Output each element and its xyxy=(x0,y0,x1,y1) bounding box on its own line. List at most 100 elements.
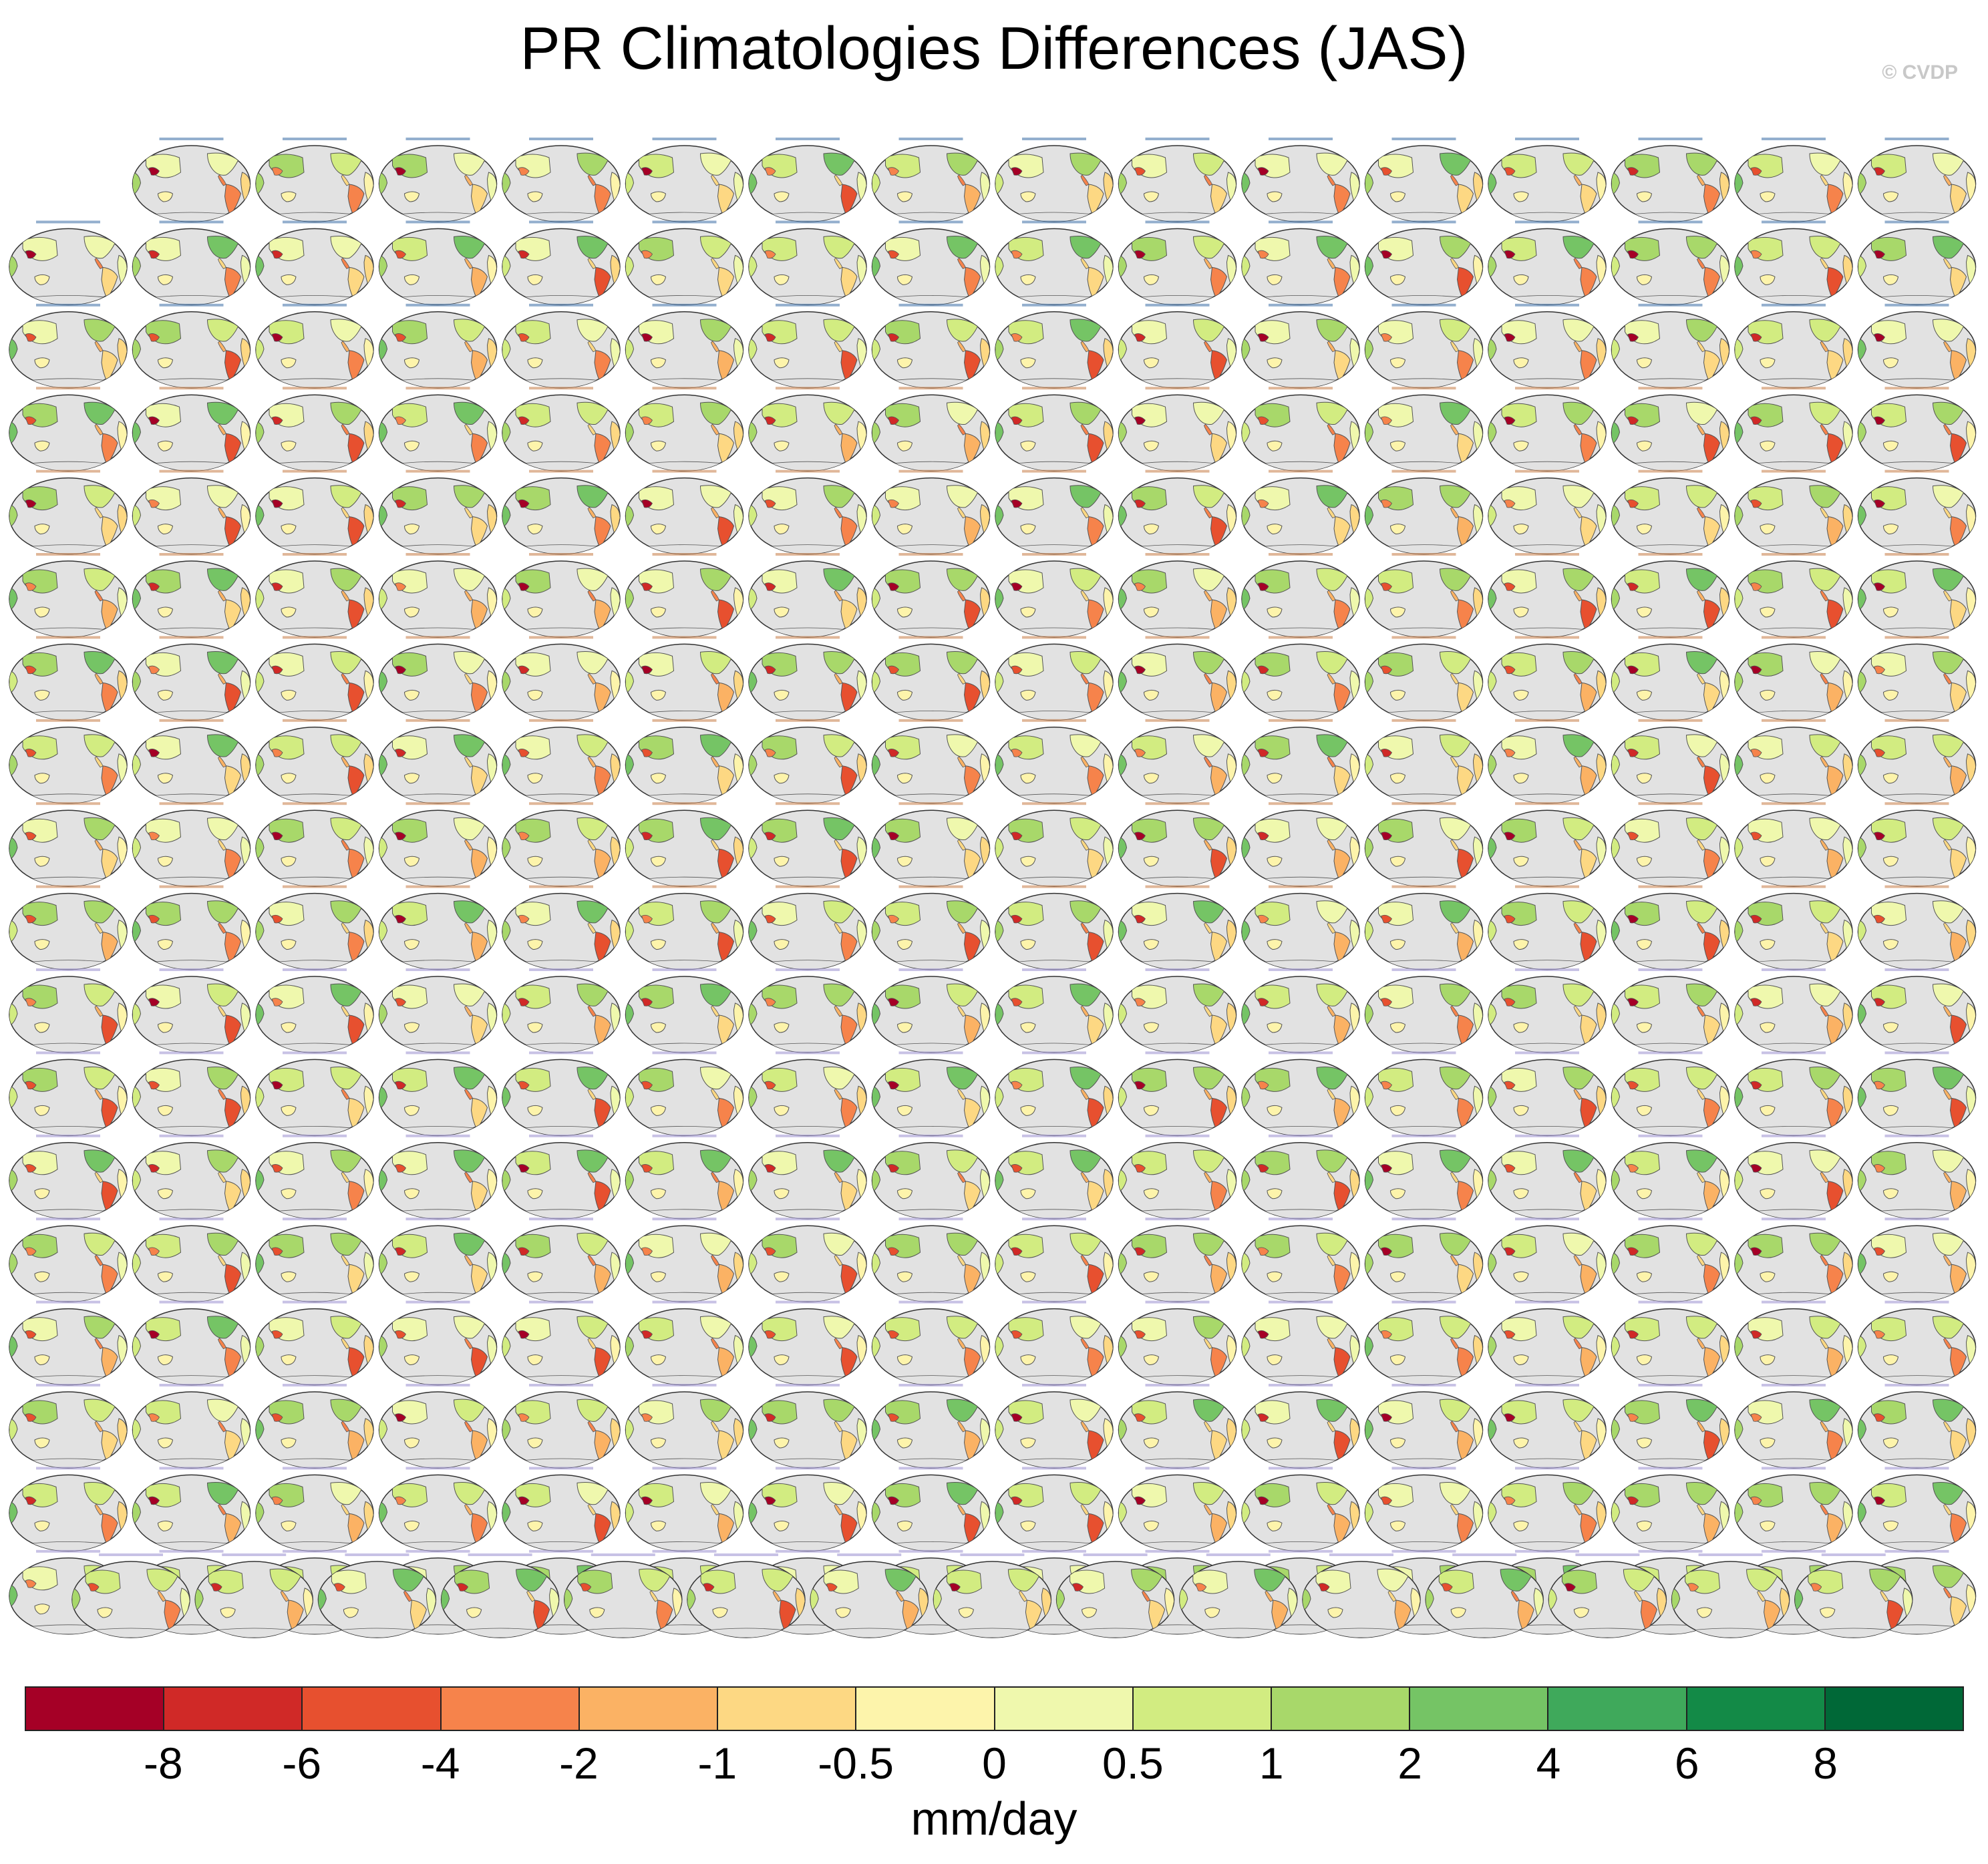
panel-label xyxy=(1762,968,1826,971)
panel-label xyxy=(652,138,717,140)
panel-label xyxy=(405,968,470,971)
colorbar-swatch xyxy=(1825,1688,1963,1730)
panel-label xyxy=(283,1549,347,1553)
panel-label xyxy=(99,1553,163,1556)
panel-label xyxy=(1515,1549,1579,1553)
map-panel xyxy=(1241,1384,1360,1469)
panel-label xyxy=(1762,1218,1826,1221)
panel-label xyxy=(1391,138,1456,140)
map-panel xyxy=(378,968,498,1053)
map-panel xyxy=(502,1467,621,1552)
map-land xyxy=(1671,1565,1790,1638)
panel-label xyxy=(652,303,717,307)
panel-label xyxy=(1145,885,1210,888)
panel-label xyxy=(1145,968,1210,971)
map-panel xyxy=(9,1218,128,1302)
panel-label xyxy=(898,802,963,805)
map-panel xyxy=(1118,303,1237,389)
panel-label xyxy=(1269,387,1333,390)
panel-label xyxy=(1269,1467,1333,1470)
panel-label xyxy=(652,1384,717,1386)
map-land xyxy=(1488,813,1606,887)
panel-label xyxy=(1638,470,1703,473)
panel-label xyxy=(1515,1134,1579,1137)
panel-label xyxy=(1145,1218,1210,1221)
panel-label xyxy=(1884,387,1949,390)
panel-label xyxy=(1391,220,1456,224)
panel-label xyxy=(283,1218,347,1221)
map-panel xyxy=(1179,1553,1298,1638)
map-panel-grid xyxy=(9,138,1977,1638)
panel-label xyxy=(1638,1218,1703,1221)
map-panel xyxy=(1857,1300,1977,1386)
map-panel xyxy=(871,303,991,389)
panel-label xyxy=(1391,1467,1456,1470)
map-panel xyxy=(1734,968,1853,1053)
panel-label xyxy=(1638,1051,1703,1055)
panel-label xyxy=(1022,719,1086,722)
map-panel xyxy=(748,1218,867,1302)
panel-label xyxy=(898,1384,963,1386)
map-panel xyxy=(1611,1384,1730,1469)
panel-label xyxy=(529,636,593,639)
panel-label xyxy=(898,553,963,556)
map-panel xyxy=(748,553,867,638)
panel-label xyxy=(283,968,347,971)
panel-label xyxy=(776,387,840,390)
panel-label xyxy=(1515,303,1579,307)
chart-title: PR Climatologies Differences (JAS) xyxy=(520,15,1468,82)
map-panel xyxy=(625,719,744,804)
panel-label xyxy=(1391,885,1456,888)
panel-label xyxy=(1269,885,1333,888)
map-land xyxy=(625,647,743,721)
map-panel xyxy=(995,387,1114,472)
map-panel xyxy=(1241,636,1360,721)
map-land xyxy=(1118,1063,1236,1136)
panel-label xyxy=(405,387,470,390)
map-panel xyxy=(1241,1467,1360,1552)
map-panel xyxy=(132,802,251,887)
map-panel xyxy=(1241,470,1360,555)
panel-label xyxy=(283,636,347,639)
map-panel xyxy=(378,1384,498,1469)
map-land xyxy=(872,647,990,721)
map-panel xyxy=(995,220,1114,306)
colorbar-tick-label: -1 xyxy=(697,1738,737,1788)
panel-label xyxy=(1391,1300,1456,1304)
panel-label xyxy=(405,1051,470,1055)
panel-label xyxy=(1762,220,1826,224)
panel-label xyxy=(1884,553,1949,556)
panel-label xyxy=(283,220,347,224)
panel-label xyxy=(652,885,717,888)
panel-label xyxy=(1391,303,1456,307)
map-panel xyxy=(748,387,867,472)
panel-label xyxy=(222,1553,287,1556)
map-land xyxy=(1488,1478,1606,1551)
map-panel xyxy=(255,885,374,970)
map-panel xyxy=(255,470,374,555)
panel-label xyxy=(652,1134,717,1137)
panel-label xyxy=(898,1218,963,1221)
panel-label xyxy=(36,885,100,888)
panel-label xyxy=(1269,802,1333,805)
colorbar-tick-label: 0.5 xyxy=(1102,1738,1164,1788)
panel-label xyxy=(1145,553,1210,556)
panel-label xyxy=(1391,387,1456,390)
map-panel xyxy=(1734,303,1853,389)
map-panel xyxy=(255,719,374,804)
map-panel xyxy=(1611,719,1730,804)
map-panel xyxy=(871,387,991,472)
map-panel xyxy=(1611,387,1730,472)
map-panel xyxy=(1734,1384,1853,1469)
panel-label xyxy=(652,470,717,473)
map-panel xyxy=(1548,1553,1667,1638)
panel-label xyxy=(652,1218,717,1221)
map-panel xyxy=(1364,303,1484,389)
map-panel xyxy=(1857,387,1977,472)
panel-label xyxy=(776,968,840,971)
panel-label xyxy=(1269,1549,1333,1553)
panel-label xyxy=(652,636,717,639)
map-panel xyxy=(1055,1553,1175,1638)
map-land xyxy=(1118,398,1236,472)
map-panel xyxy=(1488,1467,1607,1552)
